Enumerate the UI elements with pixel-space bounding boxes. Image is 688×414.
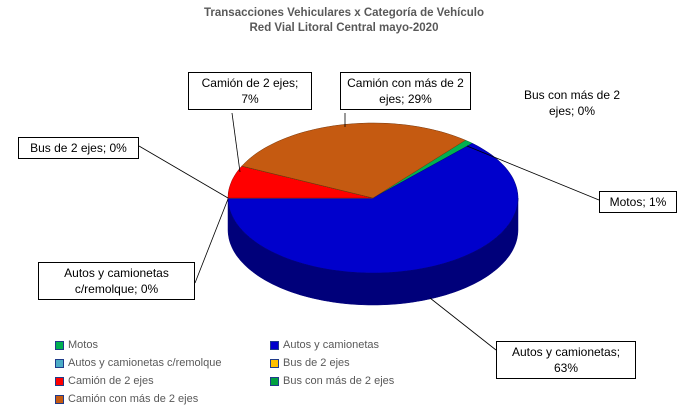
- legend-marker: [270, 376, 279, 386]
- data-label: Camión con más de 2 ejes; 29%: [340, 72, 471, 110]
- legend-marker: [55, 358, 64, 368]
- legend-entry: Bus con más de 2 ejes: [270, 375, 394, 387]
- leader-line: [231, 112, 241, 173]
- chart-subtitle: Red Vial Litoral Central mayo-2020: [249, 22, 439, 34]
- slice: [227, 165, 374, 199]
- legend-marker: [270, 358, 279, 368]
- data-label: Camión de 2 ejes; 7%: [188, 72, 312, 110]
- data-label: Motos; 1%: [599, 191, 677, 213]
- chart-title: Transacciones Vehiculares x Categoría de…: [204, 7, 484, 19]
- legend-label: Autos y camionetas: [283, 339, 379, 351]
- leader-line: [194, 198, 229, 284]
- legend-label: Camión con más de 2 ejes: [68, 393, 199, 405]
- legend-label: Bus con más de 2 ejes: [283, 375, 395, 387]
- data-label: Bus de 2 ejes; 0%: [18, 137, 139, 159]
- slice: [241, 122, 466, 199]
- slice: [227, 143, 519, 274]
- legend-label: Bus de 2 ejes: [283, 357, 350, 369]
- legend-marker: [55, 376, 64, 386]
- legend-marker: [55, 394, 64, 404]
- leader-line: [138, 145, 229, 199]
- legend-entry: Bus de 2 ejes: [270, 357, 350, 369]
- legend-entry: Autos y camionetas c/remolque: [55, 357, 221, 369]
- data-label: Autos y camionetas c/remolque; 0%: [38, 262, 195, 300]
- legend-label: Camión de 2 ejes: [68, 375, 154, 387]
- legend-marker: [270, 340, 279, 350]
- legend-entry: Motos: [55, 339, 98, 351]
- leader-line: [466, 145, 600, 201]
- data-label: Autos y camionetas; 63%: [496, 341, 636, 379]
- legend-entry: Camión con más de 2 ejes: [55, 393, 198, 405]
- leader-line: [429, 297, 497, 351]
- legend-entry: Autos y camionetas: [270, 339, 379, 351]
- data-label: Bus con más de 2 ejes; 0%: [516, 85, 628, 121]
- legend-entry: Camión de 2 ejes: [55, 375, 154, 387]
- legend-label: Motos: [68, 339, 98, 351]
- legend-label: Autos y camionetas c/remolque: [68, 357, 222, 369]
- legend-marker: [55, 340, 64, 350]
